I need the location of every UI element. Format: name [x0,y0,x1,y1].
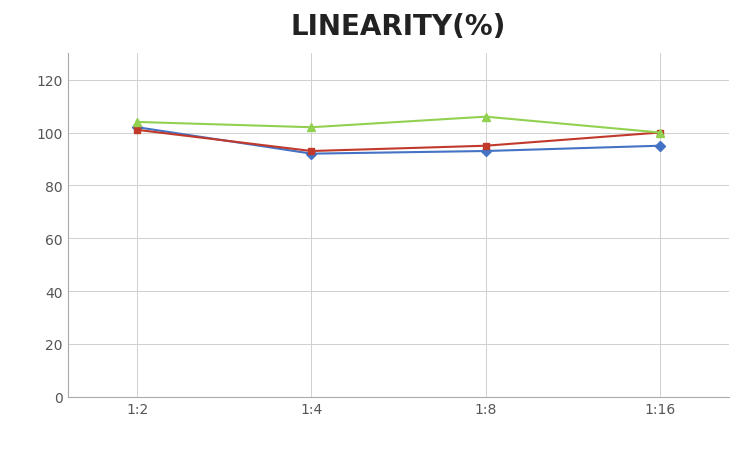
Line: EDTA plasma (n=5): EDTA plasma (n=5) [134,127,663,155]
Line: Cell culture media (n=5): Cell culture media (n=5) [133,113,664,138]
EDTA plasma (n=5) [307,149,316,154]
Serum (n=5) [307,152,316,157]
EDTA plasma (n=5) [481,144,490,149]
EDTA plasma (n=5) [133,128,142,133]
Serum (n=5) [655,144,664,149]
Cell culture media (n=5) [133,120,142,125]
Cell culture media (n=5) [307,125,316,131]
Serum (n=5) [481,149,490,154]
Cell culture media (n=5) [481,115,490,120]
Serum (n=5) [133,125,142,131]
EDTA plasma (n=5) [655,130,664,136]
Title: LINEARITY(%): LINEARITY(%) [291,13,506,41]
Line: Serum (n=5): Serum (n=5) [134,124,663,158]
Cell culture media (n=5) [655,130,664,136]
